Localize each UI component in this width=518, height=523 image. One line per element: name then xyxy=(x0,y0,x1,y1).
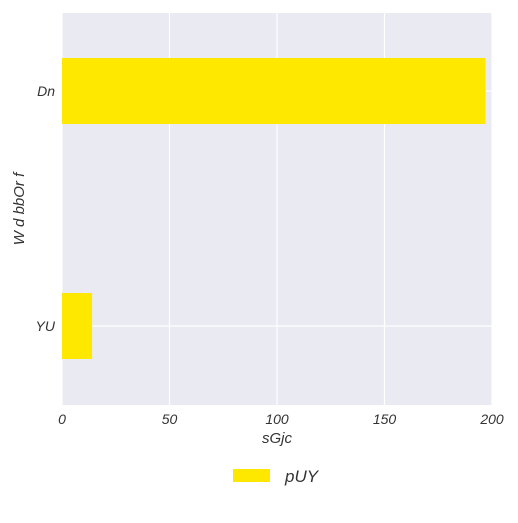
legend-label: pUY xyxy=(284,467,320,486)
bars xyxy=(62,58,486,359)
bar-yu xyxy=(62,293,93,359)
legend-swatch xyxy=(233,469,270,482)
y-tick-label: YU xyxy=(36,318,56,334)
x-axis-label: sGjc xyxy=(262,430,293,447)
x-tick-label: 200 xyxy=(479,411,504,427)
legend: pUY xyxy=(233,467,320,486)
x-tick-labels: 0 50 100 150 200 xyxy=(58,411,504,427)
x-tick-label: 0 xyxy=(58,411,66,427)
x-tick-label: 150 xyxy=(373,411,397,427)
y-tick-labels: Dn YU xyxy=(36,83,56,334)
x-tick-label: 100 xyxy=(265,411,289,427)
x-tick-label: 50 xyxy=(162,411,178,427)
bar-dn xyxy=(62,58,486,124)
y-tick-label: Dn xyxy=(37,83,55,99)
y-axis-label: W d bbOr f xyxy=(11,171,28,245)
